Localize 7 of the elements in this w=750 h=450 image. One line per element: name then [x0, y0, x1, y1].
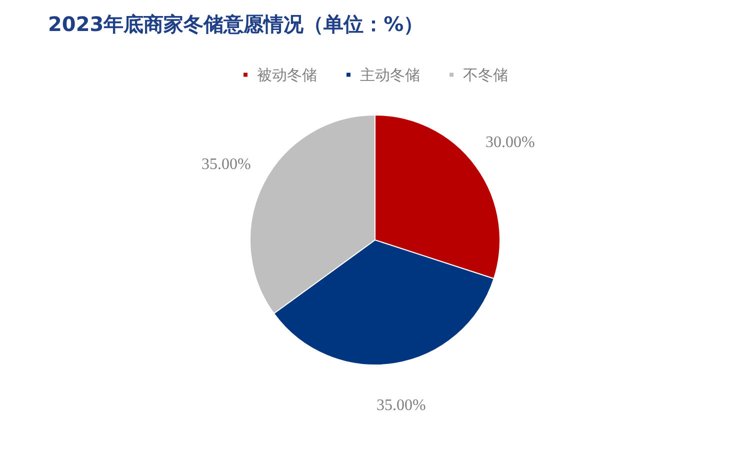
- data-label: 35.00%: [376, 396, 426, 414]
- chart-title: 2023年底商家冬储意愿情况（单位：%）: [48, 12, 424, 36]
- data-label: 30.00%: [485, 134, 535, 151]
- legend-label: 不冬储: [463, 66, 508, 84]
- legend-label: 主动冬储: [360, 66, 420, 84]
- legend-label: 被动冬储: [257, 66, 317, 84]
- data-label: 35.00%: [202, 156, 251, 174]
